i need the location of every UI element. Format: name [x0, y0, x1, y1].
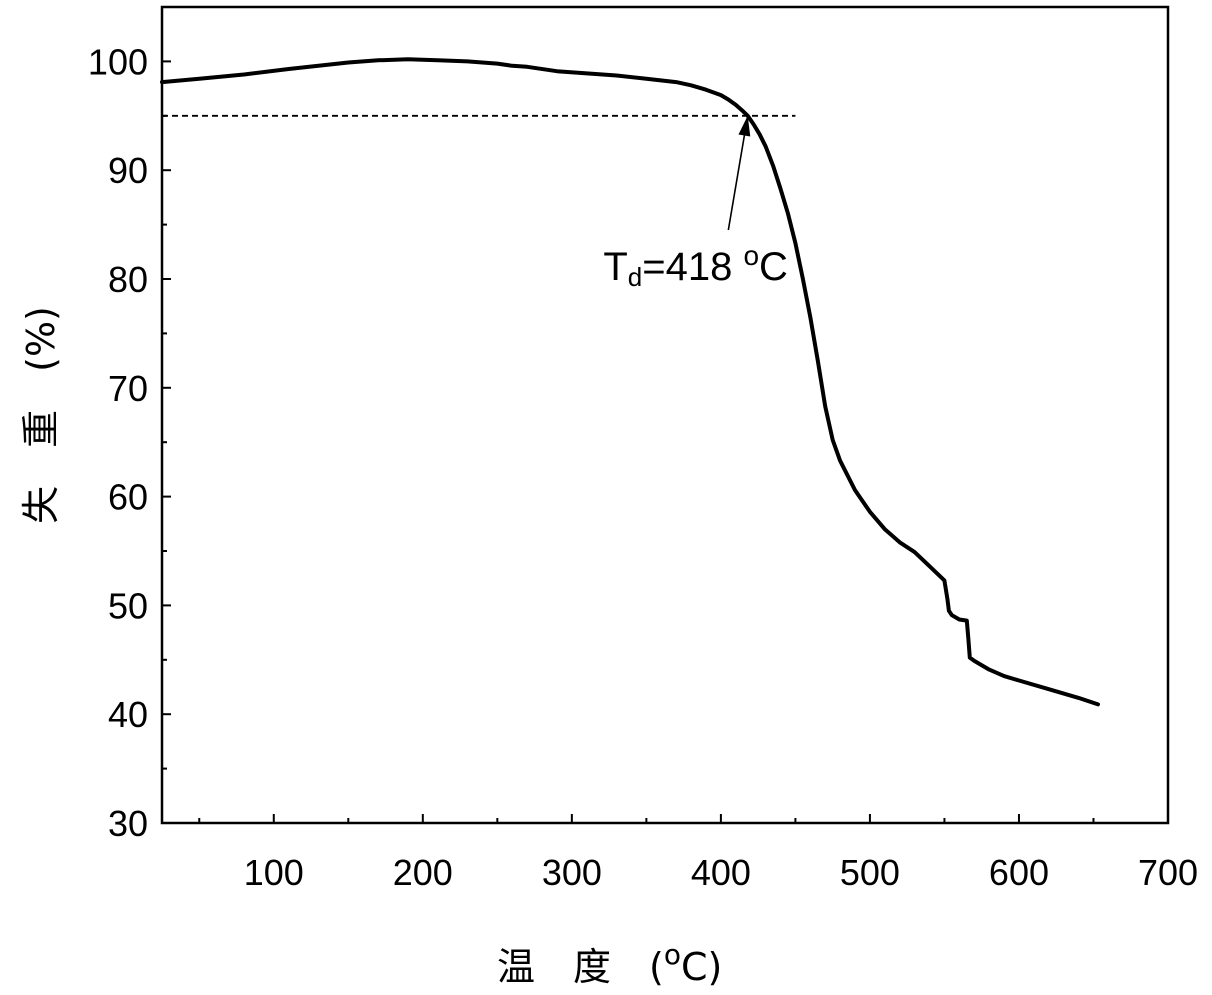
annotation-sup: o: [743, 240, 759, 271]
x-axis-title-sup: o: [664, 938, 681, 971]
annotation-value: =418: [642, 245, 743, 289]
y-axis: 30 40 50 60 70 80 90 100: [88, 41, 171, 844]
y-tick-label: 70: [108, 368, 148, 409]
y-tick-label: 60: [108, 477, 148, 518]
y-tick-label: 30: [108, 803, 148, 844]
x-tick-label: 600: [989, 852, 1049, 893]
annotation-td: Td=418 oC: [603, 240, 788, 292]
x-axis-title-text: 温 度 (: [497, 945, 664, 989]
x-tick-label: 500: [840, 852, 900, 893]
y-axis-title: 失 重 (%): [19, 306, 63, 524]
plot-frame: [162, 7, 1168, 823]
x-tick-label: 300: [542, 852, 602, 893]
y-tick-label: 40: [108, 694, 148, 735]
x-axis-title: 温 度 (oC): [497, 938, 722, 989]
y-tick-label: 100: [88, 41, 148, 82]
x-axis-title-unit: C): [681, 945, 722, 989]
annotation-unit: C: [759, 245, 788, 289]
annotation-main: T: [603, 245, 627, 289]
x-axis: 100 200 300 400 500 600 700: [199, 814, 1198, 893]
y-tick-label: 50: [108, 585, 148, 626]
x-tick-label: 100: [244, 852, 304, 893]
x-tick-label: 200: [393, 852, 453, 893]
x-tick-label: 700: [1138, 852, 1198, 893]
series-line: [162, 59, 1098, 704]
y-tick-label: 80: [108, 259, 148, 300]
annotation-sub: d: [628, 262, 642, 292]
y-tick-label: 90: [108, 150, 148, 191]
x-tick-label: 400: [691, 852, 751, 893]
